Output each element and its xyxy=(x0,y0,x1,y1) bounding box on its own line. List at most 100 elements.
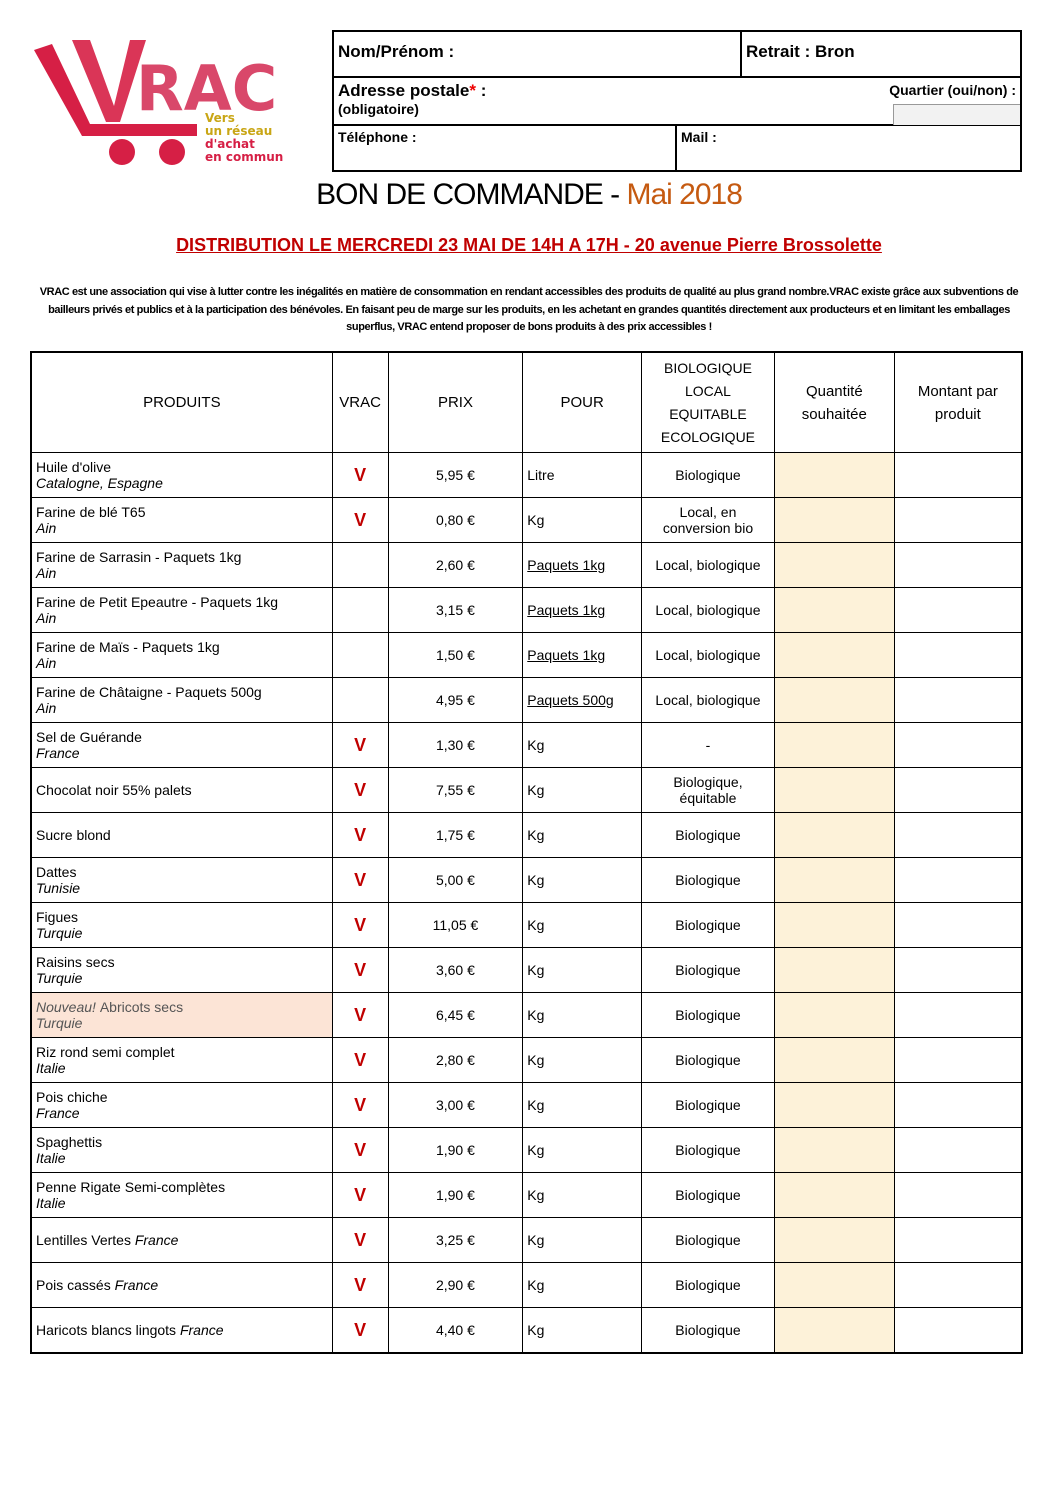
unit-text: Kg xyxy=(527,962,545,978)
price-cell: 0,80 € xyxy=(387,497,524,543)
quantity-input[interactable] xyxy=(773,1082,895,1128)
association-description: VRAC est une association qui vise à lutt… xyxy=(39,286,1019,333)
quantity-input[interactable] xyxy=(773,1127,895,1173)
amount-cell[interactable] xyxy=(893,542,1023,588)
vrac-cell: V xyxy=(331,452,389,498)
quantity-input[interactable] xyxy=(773,992,895,1038)
amount-cell[interactable] xyxy=(893,587,1023,633)
quantity-input[interactable] xyxy=(773,722,895,768)
name-field[interactable]: Nom/Prénom : xyxy=(334,32,742,78)
product-name: Dattes xyxy=(36,864,77,880)
unit-text: Kg xyxy=(527,917,545,933)
quantity-input[interactable] xyxy=(773,1172,895,1218)
district-input[interactable] xyxy=(893,104,1020,125)
product-cell: Haricots blancs lingots France xyxy=(30,1307,333,1354)
price-cell: 1,75 € xyxy=(387,812,524,858)
amount-cell[interactable] xyxy=(893,812,1023,858)
amount-cell[interactable] xyxy=(893,1307,1023,1354)
table-row: Sel de Guérande France V 1,30 € Kg - xyxy=(30,722,1023,768)
quantity-input[interactable] xyxy=(773,1307,895,1354)
mandatory-note: (obligatoire) xyxy=(338,101,419,117)
unit-text: Kg xyxy=(527,1052,545,1068)
page-title: BON DE COMMANDE - Mai 2018 xyxy=(0,178,1058,212)
quantity-input[interactable] xyxy=(773,812,895,858)
amount-cell[interactable] xyxy=(893,857,1023,903)
phone-field[interactable]: Téléphone : xyxy=(334,126,677,172)
customer-info-form: Nom/Prénom : Retrait : Bron Adresse post… xyxy=(332,30,1022,172)
quantity-input[interactable] xyxy=(773,677,895,723)
price-cell: 7,55 € xyxy=(387,767,524,813)
vrac-mark-icon: V xyxy=(354,1049,367,1070)
amount-cell[interactable] xyxy=(893,1172,1023,1218)
amount-cell[interactable] xyxy=(893,992,1023,1038)
amount-cell[interactable] xyxy=(893,1082,1023,1128)
address-field[interactable]: Adresse postale* : (obligatoire) Quartie… xyxy=(334,78,1020,126)
label-cell: Biologique xyxy=(641,857,775,903)
product-cell: Riz rond semi complet Italie xyxy=(30,1037,333,1083)
unit-text: Kg xyxy=(527,1007,545,1023)
unit-cell: Paquets 1kg xyxy=(522,632,643,678)
quantity-input[interactable] xyxy=(773,1037,895,1083)
label-cell: Biologique xyxy=(641,1307,775,1354)
quantity-input[interactable] xyxy=(773,1217,895,1263)
amount-cell[interactable] xyxy=(893,1037,1023,1083)
product-origin: Ain xyxy=(36,610,57,626)
quantity-input[interactable] xyxy=(773,947,895,993)
quantity-input[interactable] xyxy=(773,542,895,588)
product-origin: France xyxy=(179,1322,224,1338)
vrac-cell: V xyxy=(331,1307,389,1354)
unit-cell: Paquets 1kg xyxy=(522,542,643,588)
product-name: Pois cassés xyxy=(36,1277,115,1293)
unit-cell: Kg xyxy=(522,767,643,813)
required-mark: * xyxy=(469,81,476,100)
amount-cell[interactable] xyxy=(893,1262,1023,1308)
amount-cell[interactable] xyxy=(893,767,1023,813)
label-cell: Biologique xyxy=(641,1082,775,1128)
product-origin: Turquie xyxy=(36,1015,83,1031)
unit-text: Kg xyxy=(527,827,545,843)
quantity-input[interactable] xyxy=(773,452,895,498)
products-table: PRODUITS VRAC PRIX POUR BIOLOGIQUE LOCAL EQU… xyxy=(30,351,1023,1354)
unit-cell: Kg xyxy=(522,812,643,858)
table-row: Pois chiche France V 3,00 € Kg Biologique xyxy=(30,1082,1023,1128)
quantity-input[interactable] xyxy=(773,497,895,543)
pickup-field: Retrait : Bron xyxy=(742,32,1020,78)
table-row: Farine de Sarrasin - Paquets 1kg Ain 2,60… xyxy=(30,542,1023,588)
amount-cell[interactable] xyxy=(893,452,1023,498)
table-row: Sucre blond V 1,75 € Kg Biologique xyxy=(30,812,1023,858)
quantity-input[interactable] xyxy=(773,632,895,678)
mail-field[interactable]: Mail : xyxy=(677,126,1020,172)
unit-cell: Kg xyxy=(522,857,643,903)
product-name: Chocolat noir 55% palets xyxy=(36,782,192,798)
table-row: Riz rond semi complet Italie V 2,80 € Kg … xyxy=(30,1037,1023,1083)
product-origin: France xyxy=(36,1105,80,1121)
amount-cell[interactable] xyxy=(893,632,1023,678)
label-cell: Biologique xyxy=(641,902,775,948)
quantity-input[interactable] xyxy=(773,902,895,948)
vrac-cell: V xyxy=(331,1082,389,1128)
product-cell: Figues Turquie xyxy=(30,902,333,948)
amount-cell[interactable] xyxy=(893,1217,1023,1263)
quantity-input[interactable] xyxy=(773,587,895,633)
amount-cell[interactable] xyxy=(893,947,1023,993)
amount-cell[interactable] xyxy=(893,497,1023,543)
quantity-input[interactable] xyxy=(773,857,895,903)
price-cell: 3,00 € xyxy=(387,1082,524,1128)
product-origin: Ain xyxy=(36,520,57,536)
product-name: Haricots blancs lingots xyxy=(36,1322,180,1338)
quantity-input[interactable] xyxy=(773,767,895,813)
amount-cell[interactable] xyxy=(893,677,1023,723)
product-origin: Ain xyxy=(36,655,57,671)
product-name: Farine de Maïs - Paquets 1kg xyxy=(36,639,220,655)
unit-text: Kg xyxy=(527,872,545,888)
unit-cell: Kg xyxy=(522,992,643,1038)
vrac-cell: V xyxy=(331,947,389,993)
label-cell: Biologique xyxy=(641,1172,775,1218)
amount-cell[interactable] xyxy=(893,722,1023,768)
product-name: Farine de Châtaigne - Paquets 500g xyxy=(36,684,262,700)
label-cell: Local, en conversion bio xyxy=(641,497,775,543)
vrac-cell: V xyxy=(331,1217,389,1263)
amount-cell[interactable] xyxy=(893,1127,1023,1173)
amount-cell[interactable] xyxy=(893,902,1023,948)
quantity-input[interactable] xyxy=(773,1262,895,1308)
